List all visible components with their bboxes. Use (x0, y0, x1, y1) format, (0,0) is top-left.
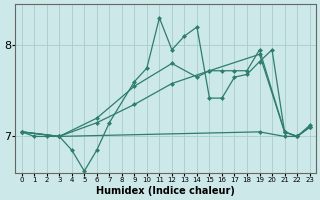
X-axis label: Humidex (Indice chaleur): Humidex (Indice chaleur) (96, 186, 235, 196)
